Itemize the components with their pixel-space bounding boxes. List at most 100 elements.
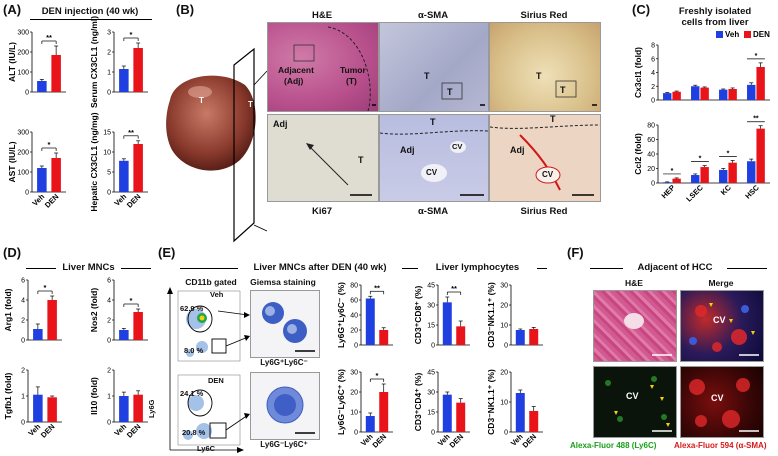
asma-hi-cv-label-1: CV [426, 168, 438, 177]
d1-bar-veh [33, 329, 43, 340]
e3-bar-den [456, 326, 466, 345]
c1-legend-veh: Veh [725, 30, 739, 39]
b-title-sirius: Sirius Red [520, 10, 568, 21]
a1-bar-veh [37, 81, 47, 92]
c2-ytick-label: 80 [647, 123, 655, 130]
sirius-t-label-2: T [560, 85, 566, 95]
a3-ytick-label: 0 [25, 190, 29, 197]
sirius-low-mag-image: T T [489, 22, 601, 112]
flow-axis-y: Ly6G [147, 399, 156, 418]
e-giemsa-title: Giemsa staining [250, 277, 316, 287]
c2-ytick-label: 60 [647, 137, 655, 144]
d1-ytick-label: 2 [21, 318, 25, 325]
c1-bar-lsec-den [700, 87, 709, 100]
c1-ytick-label: 6 [651, 56, 655, 63]
c1-bar-hep-den [672, 91, 681, 100]
f-title-merge: Merge [708, 278, 734, 288]
e2-xtick-label: DEN [371, 432, 389, 450]
d2-ytick-label: 2 [107, 318, 111, 325]
e5-ytick-label: 30 [427, 390, 435, 397]
a4-ytick-label: 5 [107, 170, 111, 177]
e4-ytick-label: 30 [500, 283, 508, 290]
sirius-high-mag-image: T Adj CV [489, 114, 601, 202]
f-red-cv: CV [711, 393, 724, 403]
f-he-image [593, 290, 677, 362]
c2-xtick-label: LSEC [684, 183, 705, 204]
panel-e-rule-l2 [412, 268, 418, 269]
panel-a-rule [30, 19, 152, 20]
e1-ytick-label: 40 [350, 313, 358, 320]
flow-veh-label: Veh [210, 290, 224, 299]
b-title-ki67: Ki67 [311, 206, 333, 217]
e6-ytick-label: 10 [500, 400, 508, 407]
e4-bar-den [529, 329, 539, 345]
d3-xtick-label: DEN [39, 422, 57, 440]
e5-ylabel: CD3⁺CD4⁺ (%) [413, 373, 423, 432]
c2-bar-kc-veh [719, 169, 728, 183]
d3-ytick-label: 1 [21, 394, 25, 401]
d1-ytick-label: 6 [21, 278, 25, 285]
panel-label-a: (A) [3, 2, 22, 17]
d4-ytick-label: 0 [107, 420, 111, 427]
sirius-t-label-1: T [536, 71, 542, 81]
e6-ylabel: CD3⁻NK1.1⁺ (%) [486, 369, 496, 435]
asma-high-mag-image: T Adj CV CV [379, 114, 489, 202]
c2-ytick-label: 0 [651, 181, 655, 188]
d4-bar-veh [119, 396, 129, 422]
panel-label-d: (D) [3, 245, 22, 260]
panel-e-title: Liver MNCs after DEN (40 wk) [253, 262, 387, 273]
e4-ytick-label: 0 [504, 343, 508, 350]
c1-ytick-label: 4 [651, 70, 655, 77]
asma-low-mag-image: T T [379, 22, 489, 112]
he-low-mag-image: Adjacent (Adj) Tumor (T) [267, 22, 379, 112]
flow-axis-x: Ly6C [197, 444, 216, 453]
d3-bar-den [47, 397, 57, 422]
a3-ytick-label: 100 [17, 170, 29, 177]
a1-ytick-label: 100 [17, 70, 29, 77]
e1-ylabel: Ly6G⁺Ly6C⁻ (%) [336, 282, 346, 348]
f-green-image: CV [593, 366, 677, 438]
d4-ytick-label: 2 [107, 368, 111, 375]
f-legend-red: Alexa-Fluor 594 (α-SMA) [674, 441, 767, 450]
d4-ylabel: Il10 (fold) [89, 377, 99, 415]
ki67-t-label: T [358, 155, 364, 165]
a3-bar-den [51, 158, 61, 192]
b-title-asma-2: α-SMA [417, 206, 449, 217]
c2-ytick-label: 40 [647, 152, 655, 159]
a1-ytick-label: 200 [17, 50, 29, 57]
e3-ytick-label: 45 [427, 283, 435, 290]
e2-sig: * [376, 371, 379, 380]
c1-bar-hep-veh [663, 93, 672, 100]
flow-den-lower-pct: 20.8 % [182, 428, 206, 437]
c2-bar-kc-den [728, 162, 737, 183]
d2-ylabel: Nos2 (fold) [89, 288, 99, 333]
e6-ytick-label: 0 [504, 430, 508, 437]
e2-bar-den [379, 392, 389, 432]
e3-bar-veh [442, 302, 452, 345]
giemsa-label-1: Ly6G⁺Ly6C⁻ [260, 358, 308, 367]
e3-ytick-label: 30 [427, 303, 435, 310]
section-plane [233, 47, 268, 243]
d1-bar-den [47, 300, 57, 340]
c1-ytick-label: 0 [651, 98, 655, 105]
a2-bar-veh [119, 69, 129, 92]
c2-xtick-label: KC [719, 183, 733, 197]
liver-photo [166, 75, 256, 171]
c2-bar-hep-den [672, 178, 681, 183]
panel-e-lymph-title: Liver lymphocytes [435, 262, 520, 273]
c2-sig: * [671, 168, 674, 175]
a2-bar-den [133, 48, 143, 92]
panel-e-rule-r2 [537, 268, 547, 269]
e3-ylabel: CD3⁺CD8⁺ (%) [413, 286, 423, 345]
d2-ytick-label: 4 [107, 298, 111, 305]
he-adjacent-label: Adjacent [278, 65, 314, 75]
asma-hi-t-label: T [430, 117, 436, 127]
c1-ylabel: Cx3cl1 (fold) [633, 47, 643, 98]
c2-ylabel: Ccl2 (fold) [633, 133, 643, 175]
d3-ytick-label: 0 [21, 420, 25, 427]
a3-ytick-label: 300 [17, 130, 29, 137]
e4-ylabel: CD3⁻NK1.1⁺ (%) [486, 282, 496, 348]
a1-ylabel: ALT (IU/L) [7, 42, 17, 82]
panel-label-b: (B) [176, 2, 195, 17]
e3-ytick-label: 0 [431, 343, 435, 350]
